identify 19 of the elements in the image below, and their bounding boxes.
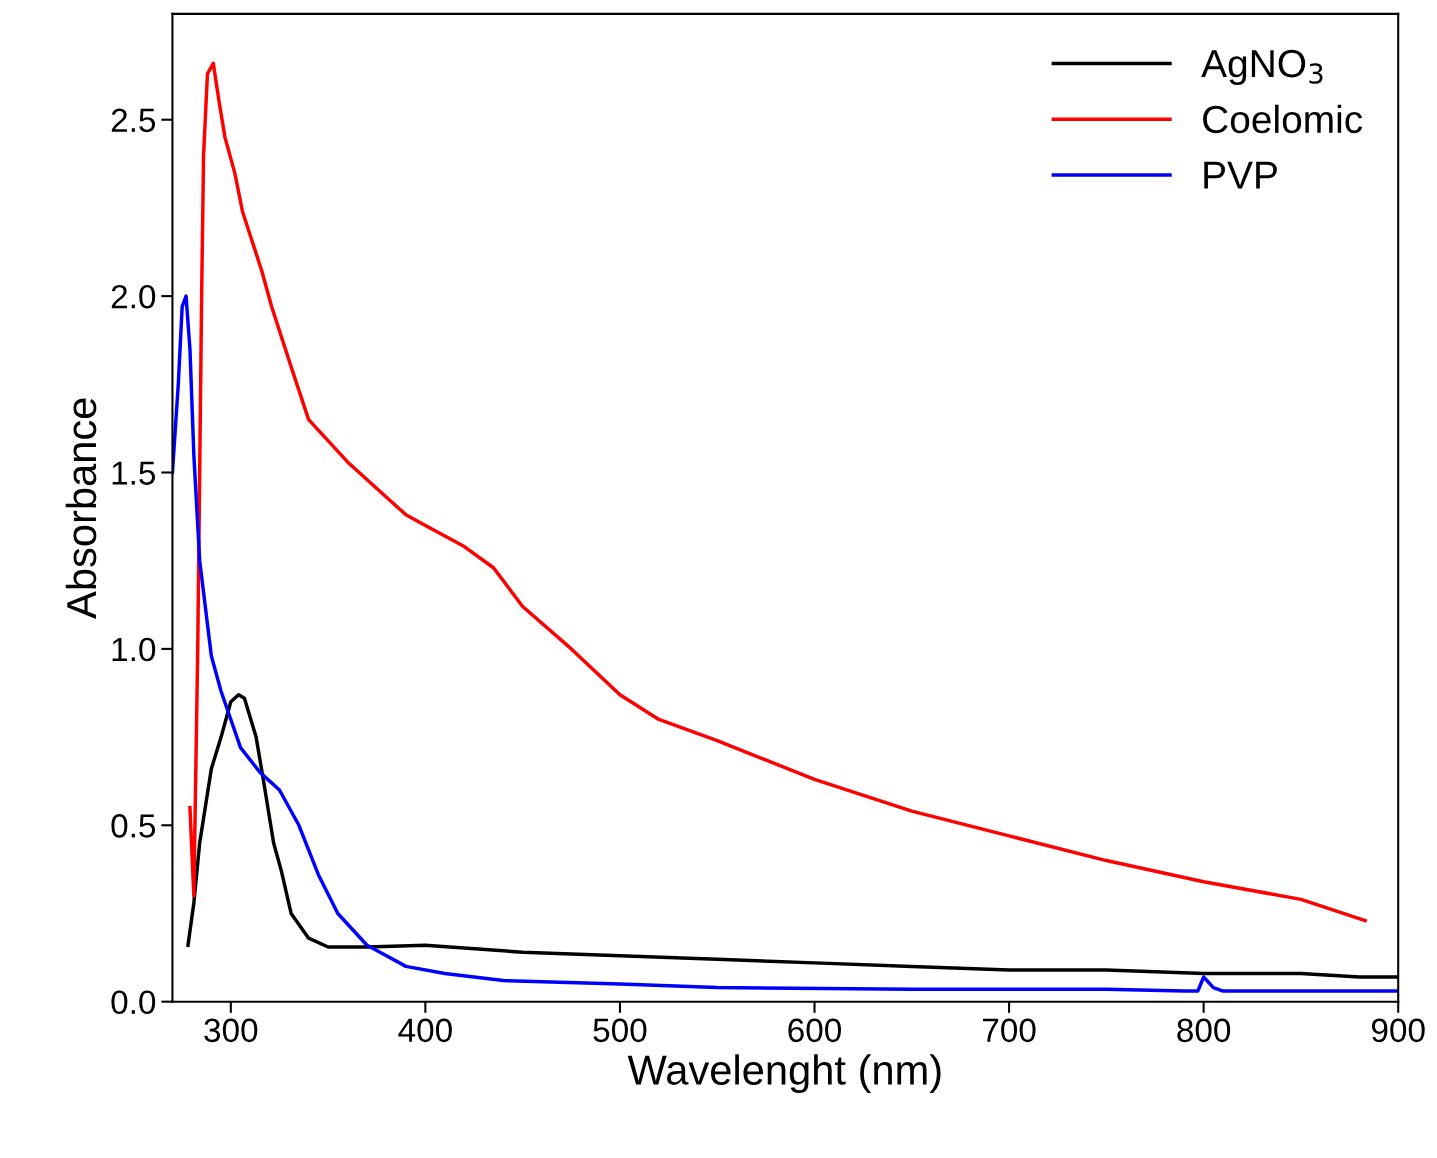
legend-label: Coelomic — [1203, 104, 1363, 134]
legend-label: AgNO$_{3}$ — [1201, 49, 1323, 86]
x-tick-label: 600 — [788, 1018, 842, 1043]
y-tick-label: 0.5 — [111, 814, 156, 838]
x-tick-label: 800 — [1177, 1018, 1231, 1043]
legend-label: PVP — [1204, 161, 1277, 189]
x-tick-label: 300 — [204, 1018, 258, 1043]
y-axis-title: Absorbance — [65, 398, 97, 619]
y-tick-label: 1.0 — [112, 637, 156, 662]
x-tick-label: 500 — [593, 1018, 647, 1043]
x-tick-label: 400 — [398, 1018, 452, 1043]
y-tick-label: 1.5 — [112, 461, 156, 485]
x-axis-title: Wavelenght (nm) — [627, 1054, 941, 1094]
y-tick-label: 2.0 — [111, 284, 156, 309]
y-tick-label: 2.5 — [111, 108, 156, 133]
line-series — [172, 294, 1399, 993]
y-tick-label: 0.0 — [111, 990, 156, 1015]
x-tick-label: 700 — [982, 1018, 1036, 1043]
x-tick-label: 900 — [1371, 1018, 1425, 1043]
